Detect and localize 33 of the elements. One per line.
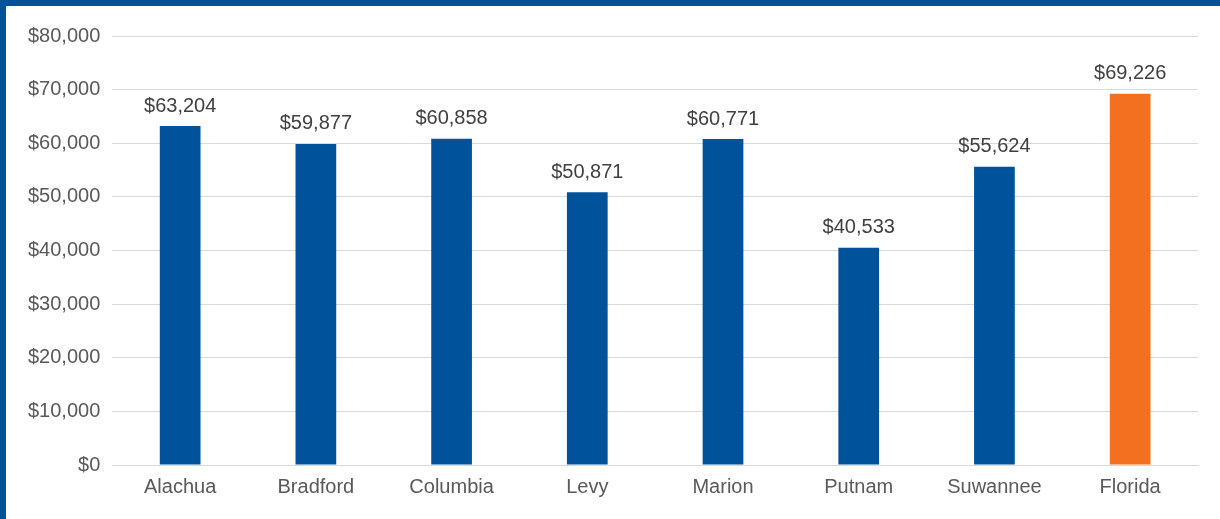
- bar: [431, 138, 472, 465]
- y-tick-label: $50,000: [28, 184, 101, 207]
- bar: [1109, 93, 1151, 465]
- x-tick-label: Suwannee: [947, 474, 1042, 497]
- y-tick-label: $60,000: [28, 130, 101, 153]
- data-label: $40,533: [822, 215, 895, 238]
- y-tick-label: $0: [78, 452, 101, 475]
- y-tick-label: $40,000: [28, 238, 101, 261]
- x-tick-label: Florida: [1099, 474, 1162, 497]
- y-tick-label: $30,000: [28, 291, 101, 314]
- x-tick-label: Marion: [692, 474, 754, 497]
- x-tick-label: Columbia: [409, 474, 495, 497]
- x-tick-label: Levy: [566, 474, 609, 497]
- data-label: $50,871: [551, 159, 624, 182]
- data-label: $69,226: [1093, 61, 1167, 84]
- bar: [974, 166, 1015, 465]
- bar: [838, 247, 880, 465]
- y-tick-label: $20,000: [28, 345, 101, 368]
- data-label: $60,858: [415, 106, 488, 129]
- x-tick-label: Alachua: [144, 474, 218, 497]
- data-label: $63,204: [144, 93, 217, 116]
- y-tick-label: $70,000: [28, 77, 101, 100]
- data-label: $60,771: [686, 106, 760, 129]
- bar: [702, 139, 744, 465]
- y-tick-label: $10,000: [28, 398, 101, 421]
- data-label: $55,624: [958, 134, 1031, 157]
- data-label: $59,877: [279, 111, 353, 134]
- x-tick-label: Bradford: [277, 474, 355, 497]
- bar: [295, 143, 337, 465]
- x-tick-label: Putnam: [824, 474, 894, 497]
- y-tick-label: $80,000: [28, 23, 101, 46]
- bar: [566, 192, 608, 465]
- bar: [159, 126, 201, 465]
